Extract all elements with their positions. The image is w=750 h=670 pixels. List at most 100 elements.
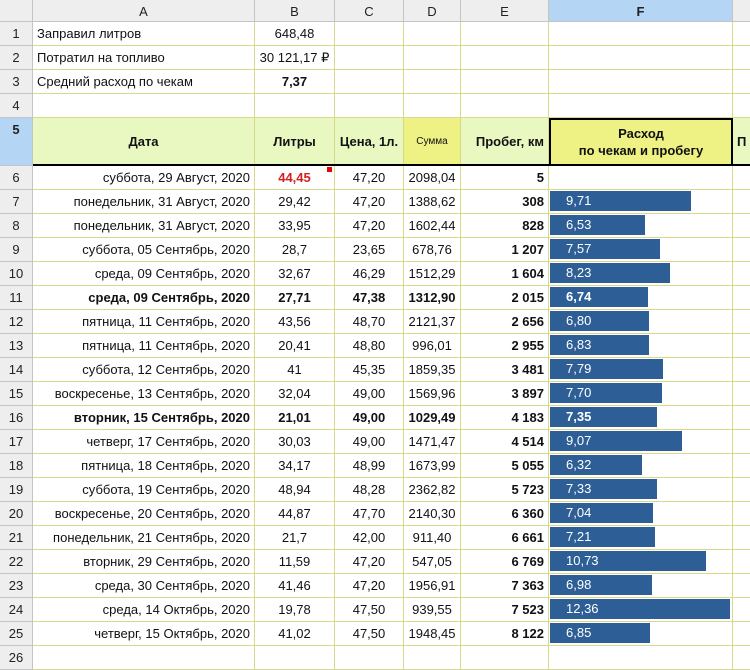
consumption-cell[interactable]: 7,33 — [549, 478, 733, 502]
sum-cell[interactable]: 1948,45 — [404, 622, 461, 646]
empty-cell[interactable] — [461, 94, 549, 118]
empty-cell[interactable] — [549, 646, 733, 670]
sum-cell[interactable]: 1859,35 — [404, 358, 461, 382]
price-cell[interactable]: 47,20 — [335, 214, 404, 238]
empty-cell[interactable] — [733, 358, 750, 382]
mileage-cell[interactable]: 2 955 — [461, 334, 549, 358]
row-header[interactable]: 12 — [0, 310, 33, 334]
empty-cell[interactable] — [733, 622, 750, 646]
empty-cell[interactable] — [335, 646, 404, 670]
consumption-cell[interactable]: 6,80 — [549, 310, 733, 334]
liters-cell[interactable]: 33,95 — [255, 214, 335, 238]
empty-cell[interactable] — [255, 94, 335, 118]
row-header[interactable]: 6 — [0, 166, 33, 190]
empty-cell[interactable] — [733, 70, 750, 94]
price-cell[interactable]: 42,00 — [335, 526, 404, 550]
date-cell[interactable]: воскресенье, 20 Сентябрь, 2020 — [33, 502, 255, 526]
consumption-cell[interactable]: 6,83 — [549, 334, 733, 358]
price-cell[interactable]: 47,20 — [335, 190, 404, 214]
liters-cell[interactable]: 34,17 — [255, 454, 335, 478]
liters-cell[interactable]: 41,46 — [255, 574, 335, 598]
price-cell[interactable]: 23,65 — [335, 238, 404, 262]
header-next-column[interactable]: П — [733, 118, 750, 166]
row-header[interactable]: 8 — [0, 214, 33, 238]
row-header[interactable]: 1 — [0, 22, 33, 46]
sum-cell[interactable]: 1512,29 — [404, 262, 461, 286]
mileage-cell[interactable]: 4 514 — [461, 430, 549, 454]
consumption-cell[interactable]: 9,07 — [549, 430, 733, 454]
row-header[interactable]: 10 — [0, 262, 33, 286]
date-cell[interactable]: пятница, 11 Сентябрь, 2020 — [33, 310, 255, 334]
mileage-cell[interactable]: 828 — [461, 214, 549, 238]
row-header[interactable]: 17 — [0, 430, 33, 454]
consumption-cell[interactable]: 9,71 — [549, 190, 733, 214]
date-cell[interactable]: суббота, 29 Август, 2020 — [33, 166, 255, 190]
sum-cell[interactable]: 2140,30 — [404, 502, 461, 526]
mileage-cell[interactable]: 8 122 — [461, 622, 549, 646]
price-cell[interactable]: 47,70 — [335, 502, 404, 526]
sum-cell[interactable]: 547,05 — [404, 550, 461, 574]
select-all-corner[interactable] — [0, 0, 33, 22]
empty-cell[interactable] — [733, 550, 750, 574]
price-cell[interactable]: 47,20 — [335, 550, 404, 574]
row-header[interactable]: 19 — [0, 478, 33, 502]
liters-cell[interactable]: 32,67 — [255, 262, 335, 286]
empty-cell[interactable] — [733, 22, 750, 46]
empty-cell[interactable] — [733, 526, 750, 550]
sum-cell[interactable]: 939,55 — [404, 598, 461, 622]
empty-cell[interactable] — [549, 94, 733, 118]
liters-cell[interactable]: 21,7 — [255, 526, 335, 550]
sum-cell[interactable]: 1569,96 — [404, 382, 461, 406]
summary-value[interactable]: 30 121,17 ₽ — [255, 46, 335, 70]
row-header[interactable]: 5 — [0, 118, 33, 166]
row-header[interactable]: 7 — [0, 190, 33, 214]
row-header[interactable]: 14 — [0, 358, 33, 382]
date-cell[interactable]: пятница, 11 Сентябрь, 2020 — [33, 334, 255, 358]
empty-cell[interactable] — [733, 598, 750, 622]
empty-cell[interactable] — [404, 22, 461, 46]
header-price[interactable]: Цена, 1л. — [335, 118, 404, 166]
empty-cell[interactable] — [733, 214, 750, 238]
consumption-cell[interactable]: 7,21 — [549, 526, 733, 550]
header-mileage[interactable]: Пробег, км — [461, 118, 549, 166]
date-cell[interactable]: среда, 09 Сентябрь, 2020 — [33, 262, 255, 286]
date-cell[interactable]: четверг, 15 Октябрь, 2020 — [33, 622, 255, 646]
sum-cell[interactable]: 1312,90 — [404, 286, 461, 310]
empty-cell[interactable] — [255, 646, 335, 670]
liters-cell[interactable]: 41,02 — [255, 622, 335, 646]
sum-cell[interactable]: 1471,47 — [404, 430, 461, 454]
mileage-cell[interactable]: 6 769 — [461, 550, 549, 574]
row-header[interactable]: 3 — [0, 70, 33, 94]
row-header[interactable]: 22 — [0, 550, 33, 574]
consumption-cell[interactable]: 7,79 — [549, 358, 733, 382]
empty-cell[interactable] — [733, 454, 750, 478]
date-cell[interactable]: понедельник, 31 Август, 2020 — [33, 190, 255, 214]
price-cell[interactable]: 48,70 — [335, 310, 404, 334]
sum-cell[interactable]: 2098,04 — [404, 166, 461, 190]
header-date[interactable]: Дата — [33, 118, 255, 166]
mileage-cell[interactable]: 2 656 — [461, 310, 549, 334]
consumption-cell[interactable]: 6,32 — [549, 454, 733, 478]
empty-cell[interactable] — [733, 190, 750, 214]
mileage-cell[interactable]: 5 723 — [461, 478, 549, 502]
sum-cell[interactable]: 1956,91 — [404, 574, 461, 598]
price-cell[interactable]: 49,00 — [335, 430, 404, 454]
date-cell[interactable]: суббота, 05 Сентябрь, 2020 — [33, 238, 255, 262]
header-sum[interactable]: Сумма — [404, 118, 461, 166]
mileage-cell[interactable]: 7 523 — [461, 598, 549, 622]
empty-cell[interactable] — [733, 262, 750, 286]
empty-cell[interactable] — [733, 502, 750, 526]
empty-cell[interactable] — [335, 94, 404, 118]
empty-cell[interactable] — [404, 94, 461, 118]
row-header[interactable]: 13 — [0, 334, 33, 358]
consumption-cell[interactable]: 7,04 — [549, 502, 733, 526]
summary-value[interactable]: 648,48 — [255, 22, 335, 46]
price-cell[interactable]: 47,38 — [335, 286, 404, 310]
row-header[interactable]: 23 — [0, 574, 33, 598]
consumption-cell[interactable]: 6,53 — [549, 214, 733, 238]
empty-cell[interactable] — [33, 94, 255, 118]
liters-cell[interactable]: 44,45 — [255, 166, 335, 190]
comment-indicator[interactable] — [327, 167, 332, 172]
mileage-cell[interactable]: 308 — [461, 190, 549, 214]
price-cell[interactable]: 48,99 — [335, 454, 404, 478]
